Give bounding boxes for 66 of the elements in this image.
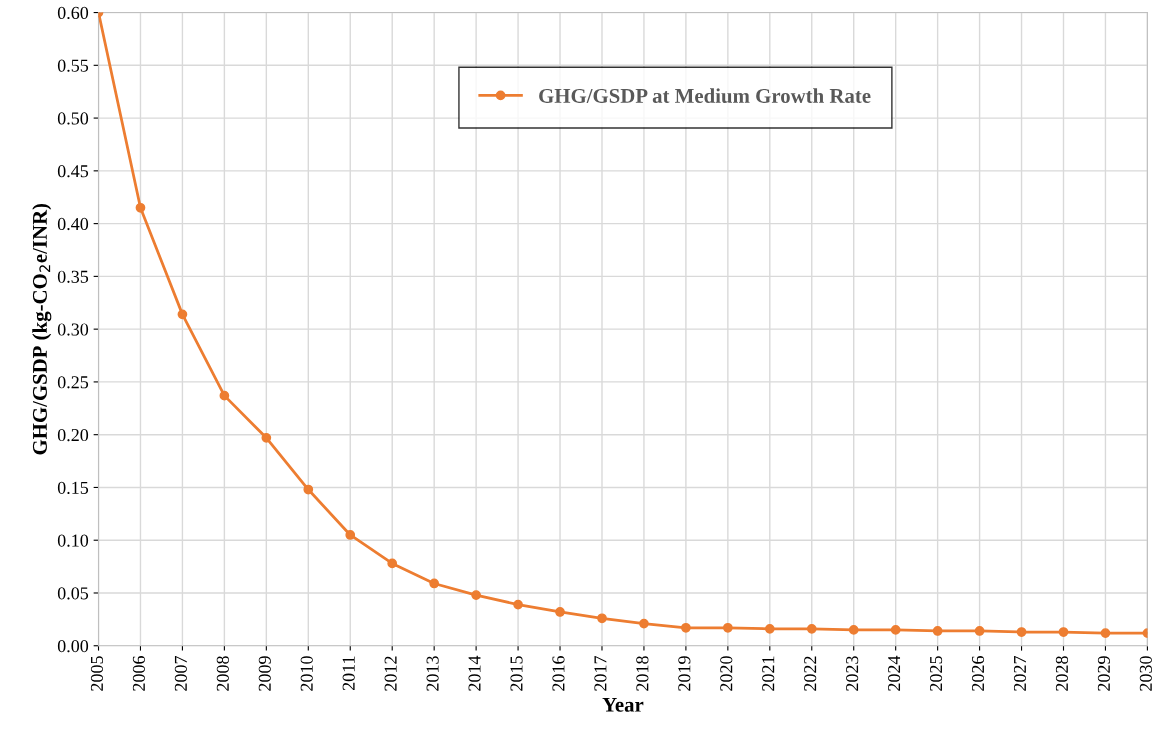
x-tick-label: 2005 <box>90 656 104 691</box>
x-tick-label: 2017 <box>594 655 607 691</box>
point <box>303 484 314 495</box>
point <box>1016 627 1027 637</box>
y-tick-label: 0.15 <box>57 481 89 494</box>
y-tick-label: 0.40 <box>57 217 89 231</box>
point <box>722 622 733 633</box>
x-tick-label: 2025 <box>929 656 943 691</box>
x-tick-label: 2012 <box>384 656 397 691</box>
x-tick-label: 2023 <box>846 656 859 691</box>
point <box>555 607 565 617</box>
x-tick-label: 2027 <box>1013 655 1027 691</box>
y-tick-label: 0.30 <box>57 323 89 336</box>
point <box>890 625 901 635</box>
point <box>513 599 523 610</box>
point <box>429 578 440 589</box>
y-tick-label: 0.00 <box>57 640 89 653</box>
point <box>974 626 985 636</box>
point <box>1058 627 1069 637</box>
y-tick-label: 0.60 <box>57 6 89 20</box>
y-tick-label: 0.35 <box>57 270 89 283</box>
x-tick-label: 2024 <box>888 655 901 691</box>
x-tick-label: 2022 <box>804 656 817 691</box>
x-tick-label: 2029 <box>1097 656 1110 691</box>
point <box>135 202 146 213</box>
y-tick-label: 0.05 <box>57 587 89 600</box>
x-tick-label: 2018 <box>636 656 649 691</box>
x-tick-label: 2015 <box>510 656 523 691</box>
y-axis-title: GHG/GSDP (kg-CO$_{2}$e/INR) <box>32 203 52 455</box>
point <box>387 558 398 569</box>
x-tick-label: 2009 <box>258 656 271 691</box>
x-tick-label: 2030 <box>1139 656 1152 691</box>
x-tick-label: 2014 <box>468 655 481 691</box>
x-tick-label: 2007 <box>174 655 187 691</box>
y-tick-label: 0.55 <box>57 59 89 72</box>
y-tick-label: 0.45 <box>57 165 89 178</box>
y-tick-label: 0.50 <box>57 112 89 125</box>
point <box>1100 628 1111 638</box>
x-tick-label: 2019 <box>678 656 691 691</box>
point <box>261 432 272 443</box>
point <box>848 625 859 635</box>
x-tick-label: 2006 <box>132 656 145 691</box>
point <box>597 613 607 624</box>
point <box>639 618 649 629</box>
point <box>177 309 188 320</box>
x-tick-label: 2028 <box>1055 656 1069 691</box>
point <box>219 390 230 401</box>
point <box>764 624 775 634</box>
x-tick-label: 2020 <box>720 656 733 691</box>
x-axis-title: Year <box>602 697 644 712</box>
point <box>806 624 817 634</box>
point <box>471 590 481 600</box>
point <box>681 622 691 633</box>
y-tick-label: 0.10 <box>57 534 89 547</box>
x-tick-label: 2026 <box>971 656 985 691</box>
y-tick-label: 0.20 <box>57 428 89 442</box>
y-tick-label: 0.25 <box>57 376 89 389</box>
point <box>932 626 943 636</box>
x-tick-label: 2008 <box>216 656 229 691</box>
legend-label: GHG/GSDP at Medium Growth Rate <box>539 88 871 103</box>
x-tick-label: 2013 <box>426 656 439 691</box>
x-tick-label: 2021 <box>762 656 775 691</box>
point <box>345 530 356 540</box>
x-tick-label: 2010 <box>300 656 313 691</box>
x-tick-label: 2016 <box>552 656 565 691</box>
x-tick-label: 2011 <box>342 656 355 691</box>
